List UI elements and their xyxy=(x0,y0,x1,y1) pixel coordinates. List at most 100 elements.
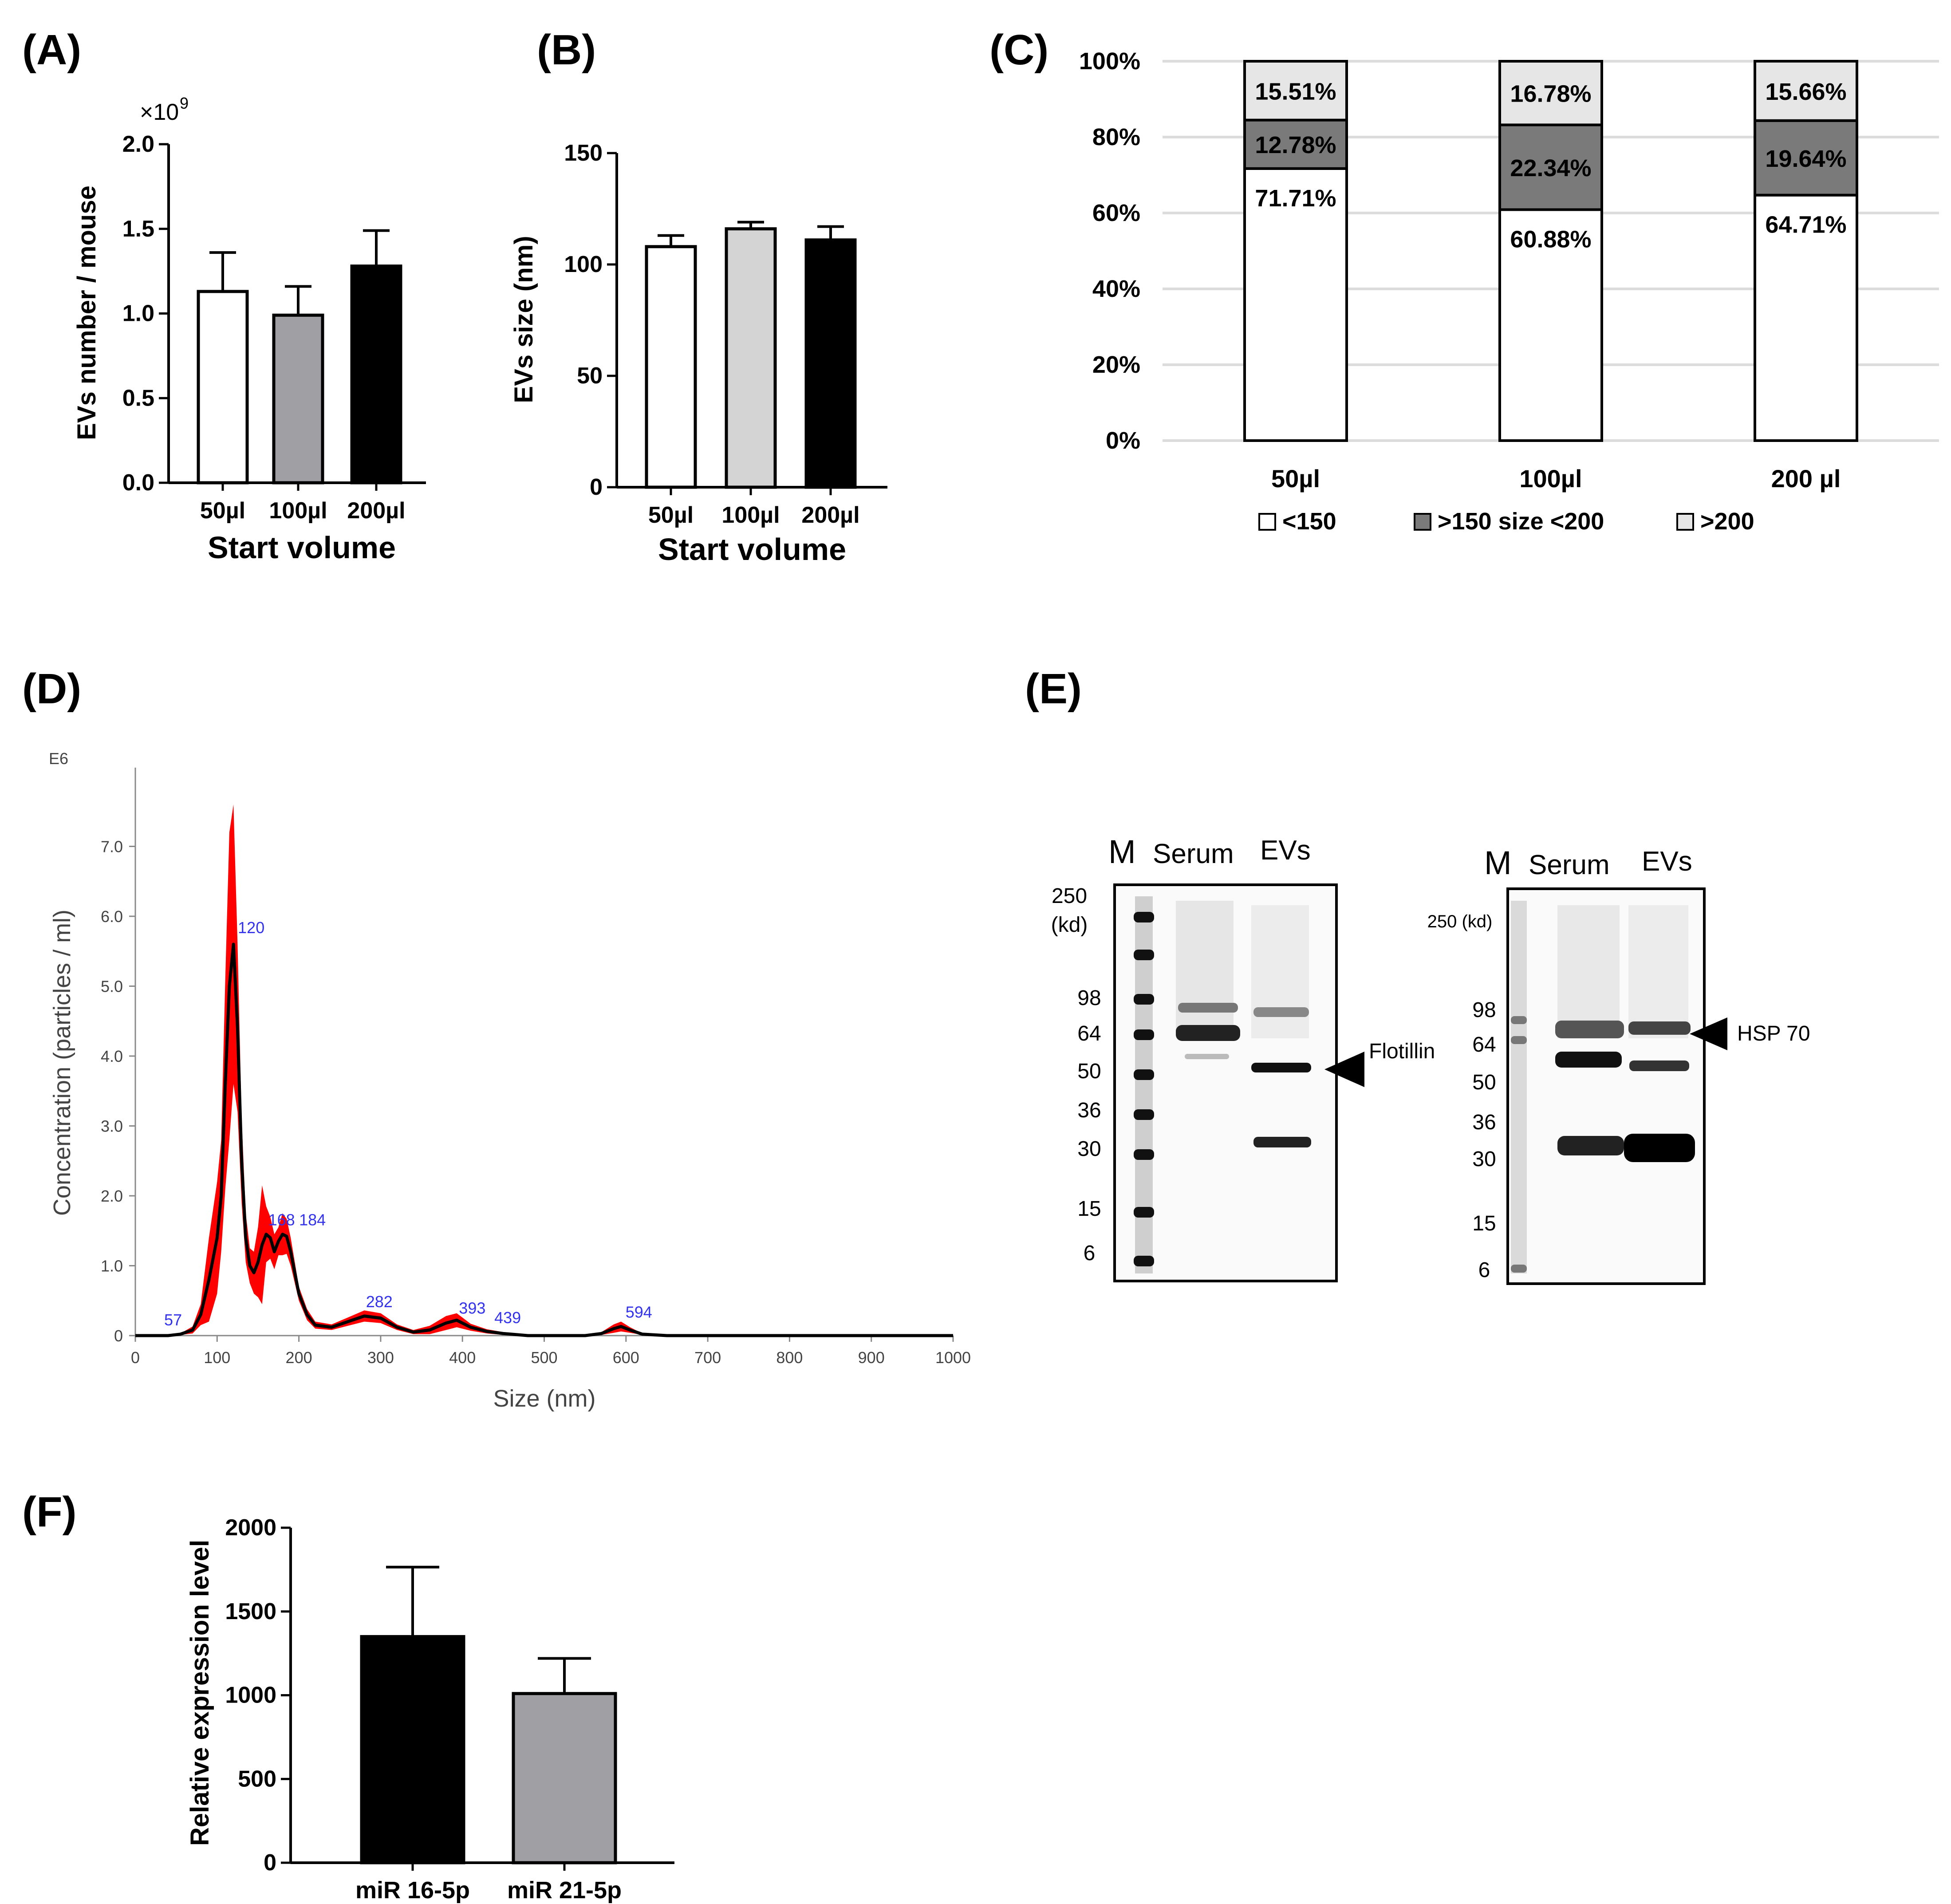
serum-band-low xyxy=(1557,1136,1624,1155)
blot-right-serum-label: Serum xyxy=(1529,850,1610,880)
bar-3 xyxy=(804,238,857,489)
peak-label: 57 xyxy=(164,1311,182,1329)
ev-band xyxy=(1629,1060,1689,1071)
y-axis-title: Concentration (particles / ml) xyxy=(49,910,75,1216)
data-label: 12.78% xyxy=(1255,132,1336,158)
peak-label: 393 xyxy=(459,1299,485,1317)
x-tick-label: 400 xyxy=(449,1348,476,1367)
serum-band-main xyxy=(1176,1025,1240,1041)
panel-label-a: (A) xyxy=(22,26,81,74)
blot-left-kd-unit: (kd) xyxy=(1051,913,1088,937)
y-tick-label: 4.0 xyxy=(101,1047,123,1065)
y-multiplier-exponent: 9 xyxy=(180,94,189,112)
marker-kd-label: 36 xyxy=(1472,1111,1496,1134)
bar-1 xyxy=(645,245,697,489)
panel-label-c: (C) xyxy=(989,26,1048,74)
serum-band-faint xyxy=(1185,1054,1229,1059)
chart-b-ev-size: 0 50 100 150 50µl 100µl 200µl Start volume EVs s… xyxy=(509,140,887,567)
peak-label: 282 xyxy=(366,1293,393,1311)
ev-band-hsp70 xyxy=(1628,1021,1691,1035)
x-category-label: 100µl xyxy=(269,498,327,524)
marker-kd-label: 64 xyxy=(1077,1022,1101,1045)
x-category-label: miR 21-5p xyxy=(507,1877,622,1904)
ladder-band xyxy=(1134,1109,1154,1120)
x-axis-title: Size (nm) xyxy=(493,1385,595,1412)
x-category-label: 100µl xyxy=(721,502,780,528)
x-category-label: 50µl xyxy=(200,498,245,524)
x-axis-title: Start volume xyxy=(658,532,846,567)
stack-segment-3 xyxy=(1754,59,1858,122)
ladder-band xyxy=(1134,950,1154,960)
y-tick-label: 0 xyxy=(114,1327,123,1345)
chart-f-mirna-expression: 0 500 1000 1500 2000 miR 16-5p miR 21-5p Relati… xyxy=(185,1515,674,1904)
x-tick-label: 100 xyxy=(204,1348,230,1367)
blot-right-marker-labels: 98 64 50 36 30 15 6 xyxy=(1472,998,1496,1282)
ev-lane-smear xyxy=(1628,905,1688,1038)
marker-kd-label: 6 xyxy=(1084,1242,1096,1265)
serum-band xyxy=(1555,1021,1624,1038)
ev-lane-smear xyxy=(1251,905,1309,1038)
y-tick-label: 150 xyxy=(564,140,603,166)
panel-label-d: (D) xyxy=(22,665,81,713)
y-tick-label: 7.0 xyxy=(101,838,123,856)
legend-swatch-3 xyxy=(1676,513,1694,531)
peak-label: 439 xyxy=(494,1309,521,1327)
x-tick-label: 800 xyxy=(776,1348,803,1367)
y-tick-label: 40% xyxy=(1092,276,1140,302)
marker-kd-label: 30 xyxy=(1472,1147,1496,1171)
ev-band-low xyxy=(1253,1137,1311,1147)
blot-left-marker-labels: 98 64 50 36 30 15 6 xyxy=(1077,986,1101,1265)
marker-kd-label: 30 xyxy=(1077,1137,1101,1161)
chart-c-size-distribution: 0% 20% 40% 60% 80% 100% 71.71% 12.78% 15.51% 50µl… xyxy=(1079,48,1939,535)
x-category-label: 100µl xyxy=(1519,465,1582,493)
blot-left-target-label: Flotillin xyxy=(1369,1040,1435,1063)
stack-segment-2 xyxy=(1498,123,1603,211)
flotillin-arrow-icon xyxy=(1324,1052,1364,1087)
ladder-band xyxy=(1511,1036,1527,1044)
x-category-label: 200µl xyxy=(347,498,405,524)
marker-kd-label: 98 xyxy=(1472,998,1496,1022)
serum-lane-smear xyxy=(1176,901,1234,1034)
x-tick-label: 700 xyxy=(694,1348,721,1367)
bar-3 xyxy=(350,264,402,485)
stack-segment-1 xyxy=(1498,208,1603,442)
data-label: 19.64% xyxy=(1765,146,1846,172)
peak-label: 594 xyxy=(626,1303,652,1321)
panel-label-b: (B) xyxy=(537,26,596,74)
ladder-band xyxy=(1134,1149,1154,1160)
legend-label-2: >150 size <200 xyxy=(1438,508,1604,535)
serum-lane-smear xyxy=(1557,905,1620,1038)
y-tick-label: 2.0 xyxy=(122,131,154,157)
marker-kd-label: 6 xyxy=(1478,1258,1490,1282)
y-tick-label: 60% xyxy=(1092,200,1140,226)
y-tick-label: 1.0 xyxy=(122,301,154,327)
y-axis-title: EVs number / mouse xyxy=(72,185,101,440)
x-category-label: miR 16-5p xyxy=(355,1877,470,1904)
ladder-band xyxy=(1134,994,1154,1005)
data-label: 15.66% xyxy=(1765,79,1846,105)
ladder-band xyxy=(1134,912,1154,922)
y-tick-label: 80% xyxy=(1092,124,1140,150)
x-tick-label: 0 xyxy=(131,1348,140,1367)
y-tick-label: 20% xyxy=(1092,351,1140,378)
ladder-band xyxy=(1511,1016,1527,1024)
hsp70-arrow-icon xyxy=(1690,1017,1727,1050)
y-tick-label: 3.0 xyxy=(101,1117,123,1135)
y-axis-title: Relative expression level xyxy=(185,1540,214,1846)
y-tick-label: 100 xyxy=(564,252,603,277)
legend-label-1: <150 xyxy=(1282,508,1336,535)
y-tick-label: 2.0 xyxy=(101,1187,123,1205)
y-tick-label: 2000 xyxy=(225,1515,276,1541)
bar-2 xyxy=(512,1692,617,1865)
x-tick-label: 900 xyxy=(858,1348,885,1367)
legend-swatch-1 xyxy=(1258,513,1276,531)
blot-left-marker-label: M xyxy=(1108,833,1136,870)
x-tick-label: 500 xyxy=(531,1348,557,1367)
x-category-label: 200µl xyxy=(801,502,859,528)
western-blot-hsp70: M Serum EVs 250 (kd) 98 64 50 36 30 15 6 HSP 7… xyxy=(1427,844,1810,1285)
stack-segment-3 xyxy=(1243,60,1348,122)
x-category-label: 200 µl xyxy=(1771,465,1841,493)
x-tick-label: 1000 xyxy=(935,1348,971,1367)
ladder-band xyxy=(1134,1069,1154,1080)
y-axis-title: EVs size (nm) xyxy=(509,236,538,403)
